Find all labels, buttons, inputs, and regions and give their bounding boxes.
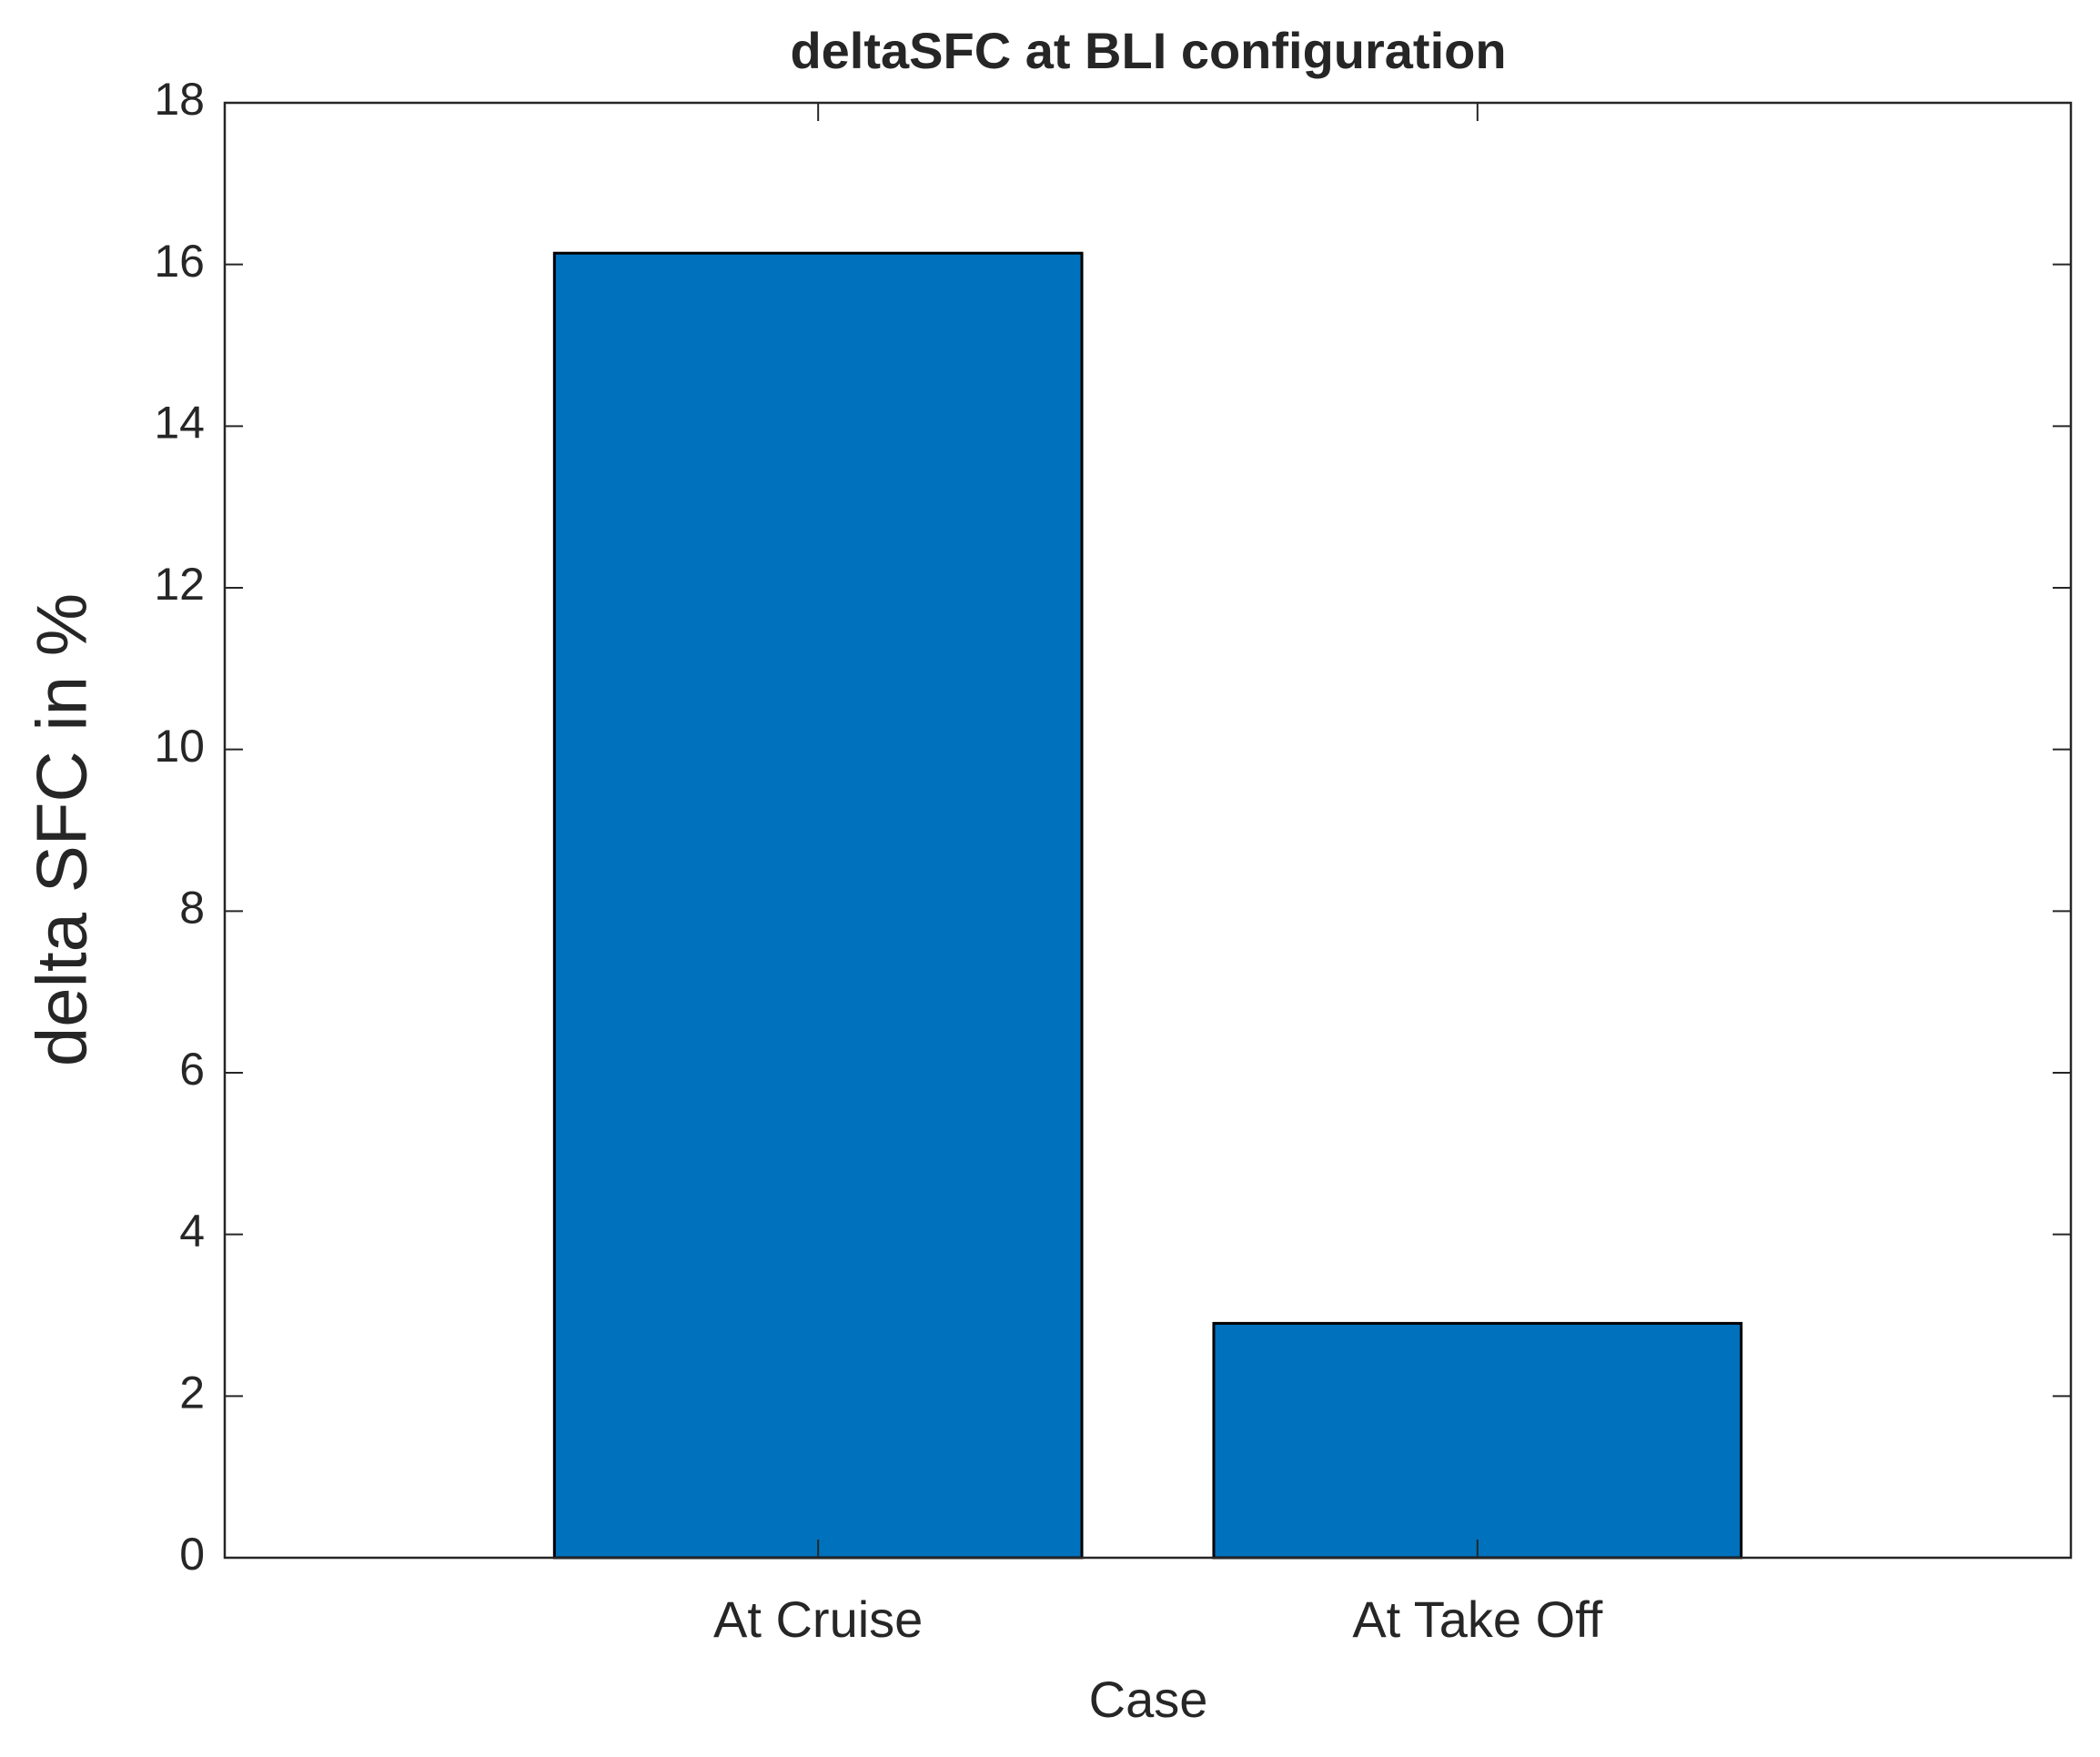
- y-tick-label: 10: [154, 721, 205, 772]
- y-tick-label: 0: [179, 1529, 205, 1580]
- y-tick-label: 6: [179, 1044, 205, 1095]
- x-tick-label: At Take Off: [1352, 1590, 1602, 1648]
- y-tick-label: 2: [179, 1368, 205, 1419]
- bar: [552, 251, 1084, 1560]
- y-tick-label: 18: [154, 74, 205, 125]
- y-tick-label: 16: [154, 236, 205, 287]
- bar: [1212, 1321, 1743, 1560]
- plot-frame: [223, 101, 2073, 1560]
- y-tick-label: 12: [154, 559, 205, 610]
- x-tick-label: At Cruise: [713, 1590, 923, 1648]
- y-tick-label: 8: [179, 883, 205, 934]
- chart-title: deltaSFC at BLI configuration: [790, 22, 1506, 79]
- y-tick-label: 4: [179, 1206, 205, 1257]
- y-axis-label: delta SFC in %: [22, 593, 102, 1066]
- x-axis-label: Case: [1089, 1671, 1208, 1728]
- y-tick-label: 14: [154, 398, 205, 449]
